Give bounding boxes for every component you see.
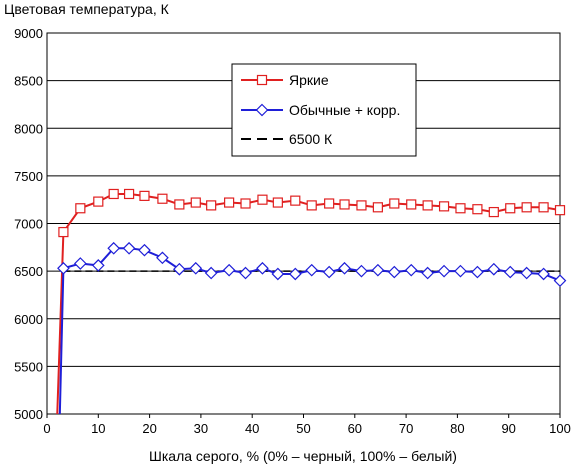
x-tick-100: 100 bbox=[549, 421, 571, 436]
x-tick-10: 10 bbox=[91, 421, 105, 436]
chart-title: Цветовая температура, К bbox=[4, 1, 170, 17]
point-1-10 bbox=[204, 266, 218, 280]
point-0-25 bbox=[455, 203, 466, 214]
point-1-24 bbox=[437, 264, 451, 278]
point-1-11 bbox=[222, 263, 236, 277]
legend: Яркие Обычные + корр. 6500 К bbox=[231, 63, 417, 157]
y-tick-5500: 5500 bbox=[14, 359, 43, 374]
point-0-11 bbox=[224, 197, 235, 208]
point-1-12 bbox=[239, 266, 252, 280]
point-0-28 bbox=[505, 203, 516, 214]
point-0-1 bbox=[58, 226, 69, 238]
point-1-14 bbox=[271, 267, 285, 281]
legend-marker-1 bbox=[255, 103, 269, 117]
point-1-21 bbox=[387, 265, 401, 279]
point-0-17 bbox=[324, 198, 335, 209]
x-tick-50: 50 bbox=[296, 421, 310, 436]
series-1 bbox=[57, 241, 567, 415]
y-tick-labels: 5000 5500 6000 6500 7000 7500 8000 8500 9000 bbox=[14, 26, 43, 422]
series-line-0 bbox=[56, 192, 561, 415]
x-tick-60: 60 bbox=[348, 421, 362, 436]
point-1-22 bbox=[404, 263, 418, 277]
x-tick-70: 70 bbox=[399, 421, 413, 436]
point-0-30 bbox=[538, 202, 549, 213]
point-1-8 bbox=[173, 262, 186, 276]
point-0-22 bbox=[406, 199, 417, 210]
point-0-19 bbox=[356, 200, 367, 211]
point-0-16 bbox=[306, 200, 317, 211]
point-1-6 bbox=[138, 243, 151, 257]
point-1-25 bbox=[454, 264, 467, 278]
point-0-29 bbox=[521, 202, 532, 213]
point-0-15 bbox=[290, 195, 301, 206]
point-1-9 bbox=[189, 261, 203, 275]
x-tick-labels: 0 10 20 30 40 50 60 70 80 90 100 bbox=[43, 414, 571, 436]
point-0-23 bbox=[422, 200, 433, 211]
point-0-9 bbox=[190, 197, 201, 208]
series-0 bbox=[56, 188, 566, 415]
y-tick-7000: 7000 bbox=[14, 217, 43, 232]
point-0-13 bbox=[257, 194, 268, 205]
point-1-13 bbox=[256, 261, 269, 275]
point-0-31 bbox=[554, 205, 566, 216]
point-1-17 bbox=[322, 265, 336, 279]
y-tick-7500: 7500 bbox=[14, 169, 43, 184]
point-1-15 bbox=[288, 267, 302, 281]
x-tick-40: 40 bbox=[245, 421, 259, 436]
point-0-10 bbox=[206, 200, 217, 211]
point-1-31 bbox=[553, 274, 567, 287]
point-1-7 bbox=[156, 251, 169, 265]
point-0-4 bbox=[108, 188, 119, 200]
point-0-12 bbox=[240, 198, 251, 209]
x-tick-80: 80 bbox=[450, 421, 464, 436]
point-1-4 bbox=[107, 241, 121, 255]
point-0-27 bbox=[488, 206, 499, 218]
point-0-5 bbox=[123, 188, 135, 200]
point-0-2 bbox=[75, 203, 86, 214]
point-1-29 bbox=[520, 266, 534, 280]
point-0-8 bbox=[174, 199, 185, 210]
point-1-1 bbox=[57, 261, 70, 275]
point-1-28 bbox=[503, 265, 517, 279]
point-1-16 bbox=[305, 263, 319, 277]
point-0-14 bbox=[272, 197, 283, 208]
point-1-2 bbox=[73, 257, 87, 270]
series-layer bbox=[56, 188, 567, 415]
point-0-20 bbox=[372, 202, 383, 213]
y-tick-8500: 8500 bbox=[14, 74, 43, 89]
point-1-19 bbox=[355, 264, 368, 278]
point-0-7 bbox=[157, 193, 168, 204]
point-0-24 bbox=[438, 201, 450, 212]
x-tick-20: 20 bbox=[142, 421, 156, 436]
point-1-3 bbox=[91, 259, 105, 272]
y-tick-5000: 5000 bbox=[14, 407, 43, 422]
y-tick-6000: 6000 bbox=[14, 312, 43, 327]
point-0-21 bbox=[389, 198, 400, 209]
y-tick-9000: 9000 bbox=[14, 26, 43, 41]
point-1-18 bbox=[338, 261, 351, 275]
point-1-20 bbox=[371, 263, 385, 277]
point-0-18 bbox=[339, 199, 350, 210]
point-1-5 bbox=[122, 241, 136, 255]
x-axis-label: Шкала серого, % (0% – черный, 100% – бел… bbox=[149, 448, 457, 464]
point-1-30 bbox=[537, 267, 550, 281]
point-0-3 bbox=[93, 196, 104, 207]
x-tick-30: 30 bbox=[194, 421, 208, 436]
legend-label-2: 6500 К bbox=[289, 131, 333, 147]
legend-label-1: Обычные + корр. bbox=[289, 102, 400, 118]
x-tick-90: 90 bbox=[501, 421, 515, 436]
point-1-26 bbox=[471, 265, 484, 279]
y-tick-6500: 6500 bbox=[14, 264, 43, 279]
y-tick-8000: 8000 bbox=[14, 121, 43, 136]
legend-marker-0 bbox=[256, 74, 268, 86]
point-0-6 bbox=[139, 190, 150, 201]
point-1-27 bbox=[487, 262, 501, 276]
point-0-26 bbox=[472, 204, 483, 215]
x-tick-0: 0 bbox=[43, 421, 50, 436]
point-1-23 bbox=[421, 266, 434, 280]
legend-label-0: Яркие bbox=[289, 72, 329, 88]
